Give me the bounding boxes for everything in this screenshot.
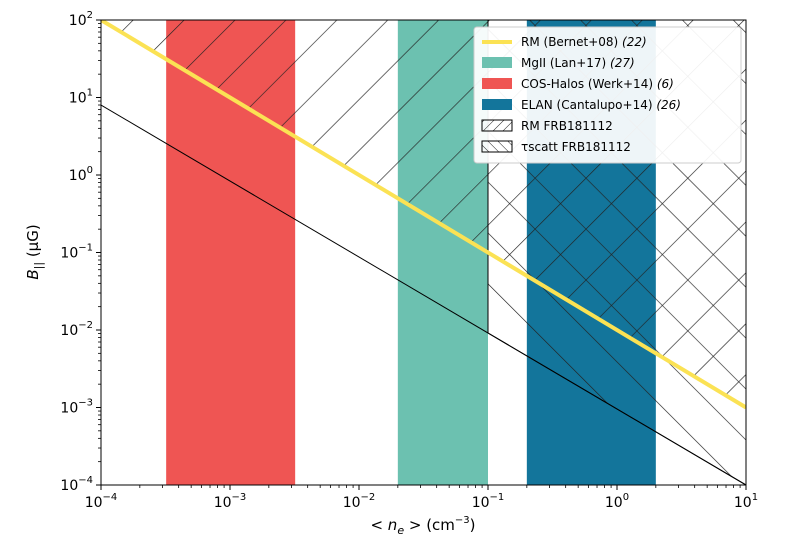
x-tick-label: 10−3 bbox=[214, 492, 247, 511]
legend-label: MgII (Lan+17) (27) bbox=[521, 56, 635, 70]
legend-label: ELAN (Cantalupo+14) (26) bbox=[521, 98, 681, 112]
y-tick-label: 10−4 bbox=[60, 475, 93, 494]
legend-box bbox=[473, 26, 742, 164]
x-tick-label: 10−2 bbox=[343, 492, 376, 511]
x-axis: 10−4 10−3 10−2 10−1 100 101 bbox=[85, 485, 758, 511]
rm-bernet-line bbox=[101, 20, 746, 410]
legend-handle-hatch bbox=[481, 140, 513, 153]
legend-label: τscatt FRB181112 bbox=[521, 140, 631, 154]
x-tick-label: 10−4 bbox=[85, 492, 118, 511]
legend-handle-patch bbox=[482, 99, 512, 110]
legend-label: COS-Halos (Werk+14) (6) bbox=[521, 77, 674, 91]
legend-handle-patch bbox=[482, 78, 512, 89]
y-tick-label: 101 bbox=[69, 88, 93, 107]
legend-handle-hatch bbox=[481, 119, 513, 132]
scatt-boundary-line bbox=[101, 104, 746, 485]
y-tick-label: 102 bbox=[69, 10, 93, 29]
y-axis-label: B|| (μG) bbox=[24, 224, 45, 279]
legend-handle-patch bbox=[482, 57, 512, 68]
x-tick-label: 10−1 bbox=[472, 492, 505, 511]
x-tick-label: 101 bbox=[734, 492, 758, 511]
y-tick-label: 10−1 bbox=[60, 243, 93, 262]
legend-label: RM FRB181112 bbox=[521, 119, 613, 133]
y-axis: 10−4 10−3 10−2 10−1 100 101 102 bbox=[60, 10, 101, 494]
y-tick-label: 10−2 bbox=[60, 320, 93, 339]
x-tick-label: 100 bbox=[605, 492, 629, 511]
y-tick-label: 100 bbox=[69, 165, 93, 184]
x-axis-label: < ne > (cm−3) bbox=[370, 515, 475, 537]
y-tick-label: 10−3 bbox=[60, 398, 93, 417]
legend-label: RM (Bernet+08) (22) bbox=[521, 35, 647, 49]
legend: RM (Bernet+08) (22) MgII (Lan+17) (27) COS… bbox=[473, 26, 742, 164]
